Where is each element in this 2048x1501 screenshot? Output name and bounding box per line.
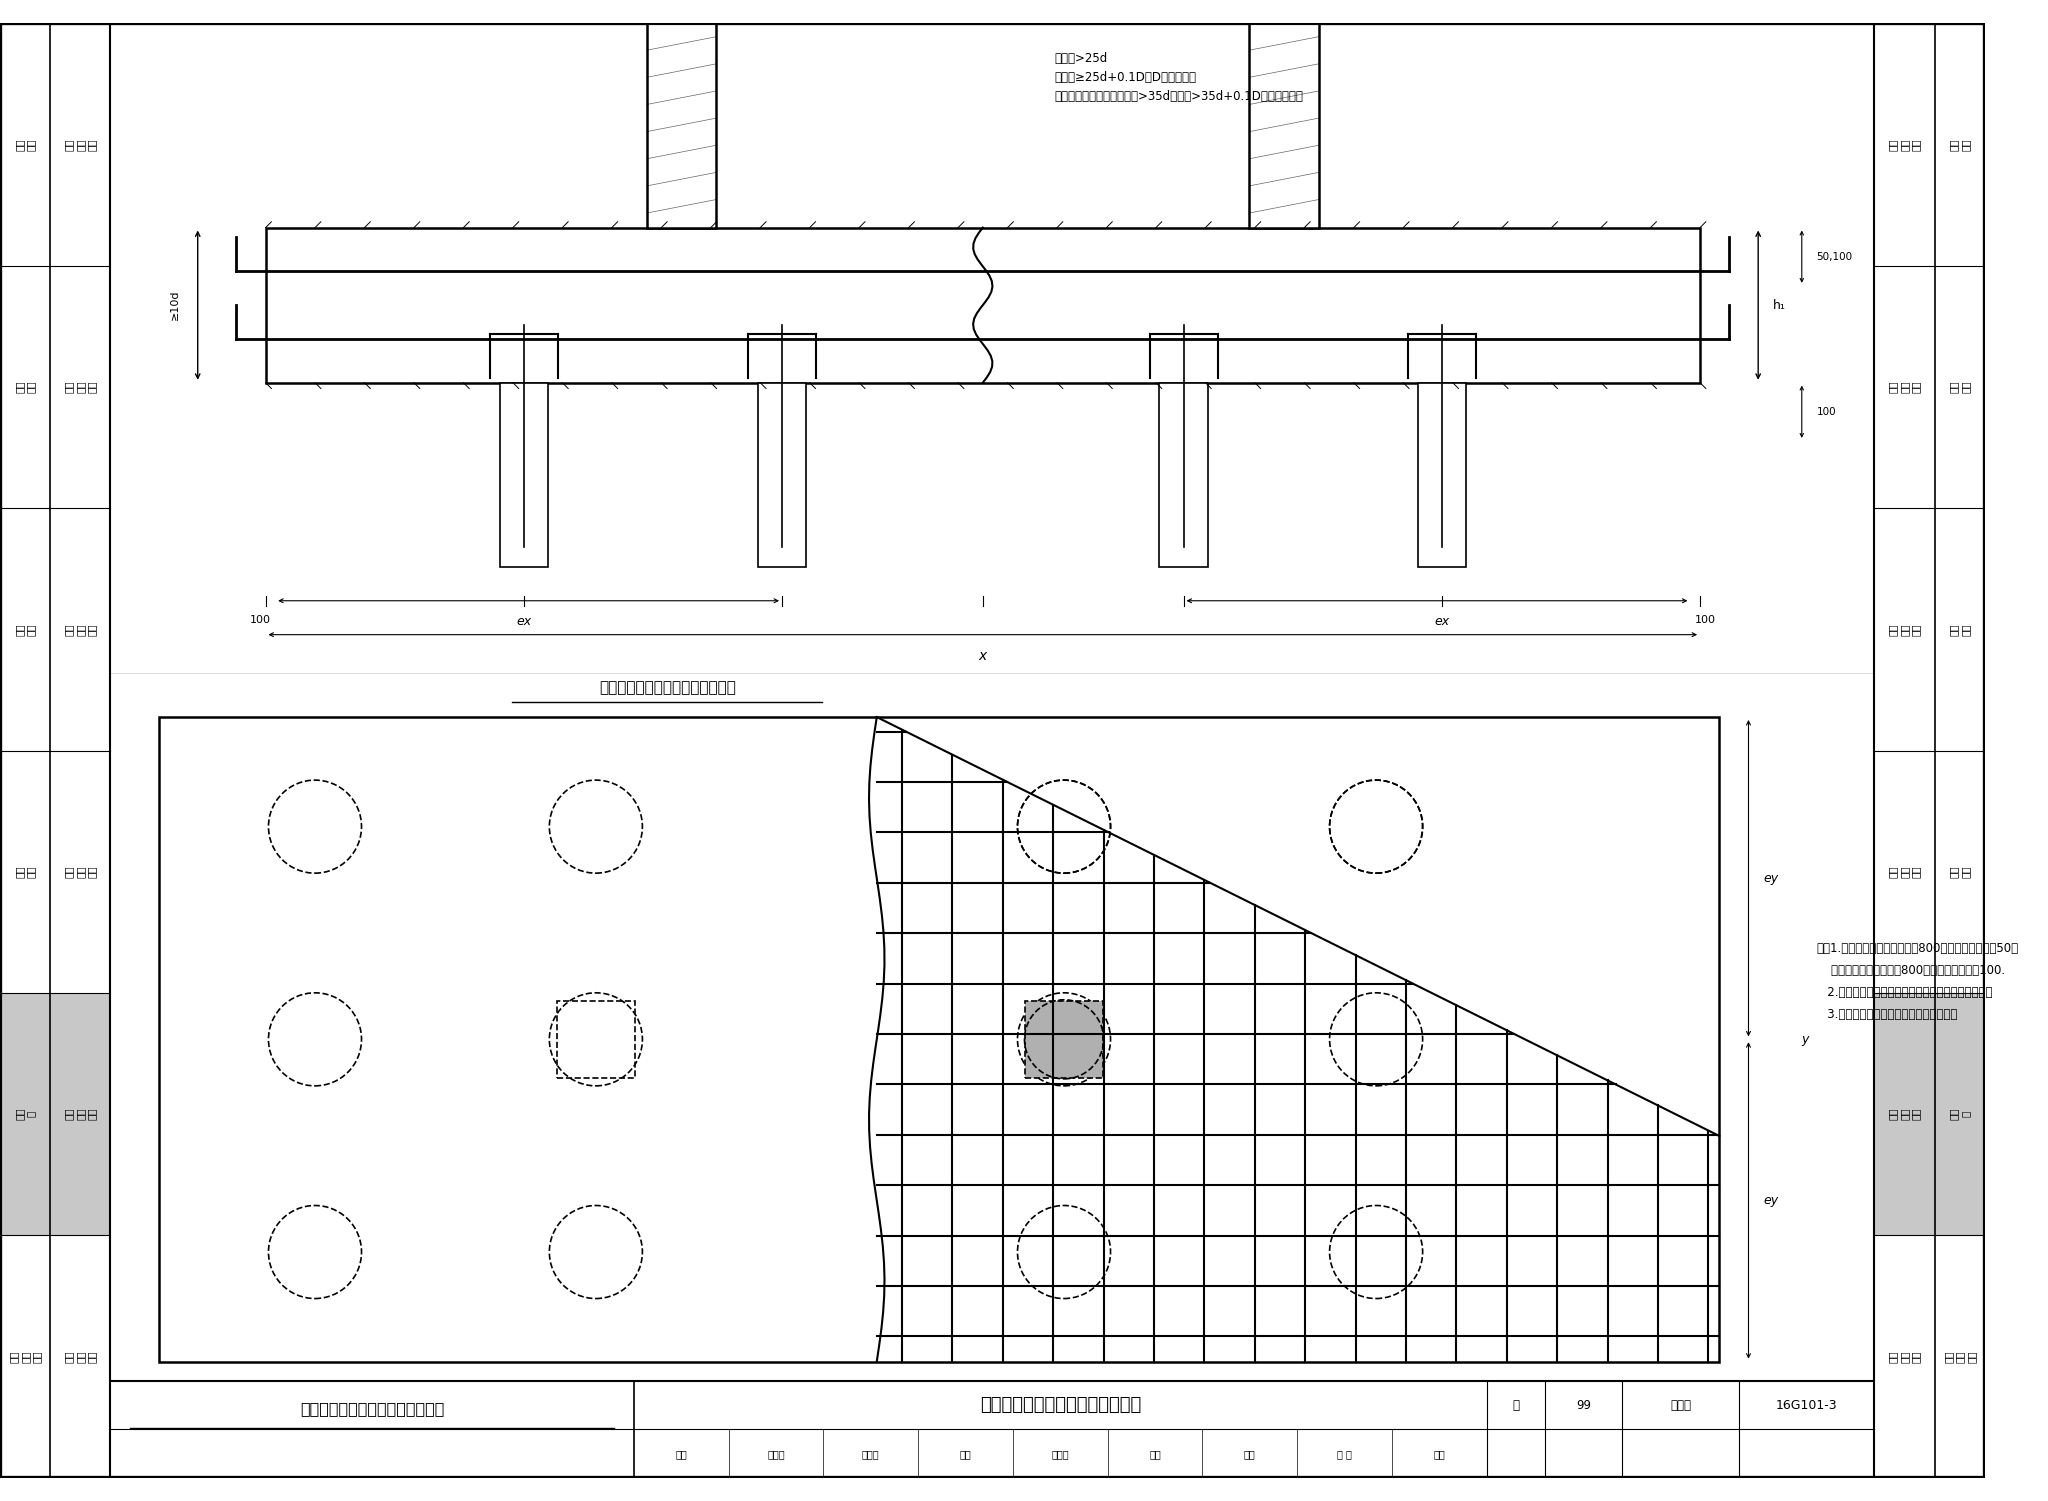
Text: 16G101-3: 16G101-3 — [1776, 1399, 1837, 1412]
Text: y: y — [1802, 1033, 1808, 1046]
Bar — [500, 383, 549, 567]
Text: 条形
基础: 条形 基础 — [1950, 623, 1970, 635]
Text: 注：1.当桩直径或桩截面边长＜800时，桩顶嵌入承台50；
    当桩径或桩截面边长＞800时，桩顶嵌入承台100.
   2.几何尺寸和配筋按具体结构设计和: 注：1.当桩直径或桩截面边长＜800时，桩顶嵌入承台50； 当桩径或桩截面边长＞… — [1817, 941, 2019, 1021]
Bar — [0, 994, 111, 1235]
Text: 标准
构造
详图: 标准 构造 详图 — [1888, 381, 1921, 393]
Text: 黄志刚: 黄志刚 — [768, 1448, 784, 1459]
Text: 桩基
础: 桩基 础 — [1950, 1108, 1970, 1120]
Text: 双柱联合承台底部与顶部配筋构造: 双柱联合承台底部与顶部配筋构造 — [299, 1400, 444, 1415]
Text: 标准
构造
详图: 标准 构造 详图 — [1888, 1351, 1921, 1363]
Bar — [1026, 1001, 1102, 1078]
Text: 标准
构造
详图: 标准 构造 详图 — [63, 381, 96, 393]
Text: 条形
基础: 条形 基础 — [14, 623, 37, 635]
Bar — [1159, 383, 1208, 567]
Bar — [1417, 383, 1466, 567]
Text: ≥10d: ≥10d — [170, 290, 180, 320]
Text: 设计: 设计 — [1243, 1448, 1255, 1459]
Bar — [160, 717, 1720, 1361]
Text: 标准
构造
详图: 标准 构造 详图 — [1888, 1108, 1921, 1120]
Bar — [266, 228, 1700, 383]
Text: ex: ex — [516, 615, 530, 629]
Text: 标准
构造
详图: 标准 构造 详图 — [1888, 623, 1921, 635]
Text: 方桩：>25d
圆桩：≥25d+0.1D，D为圆桩直径
（当伸至墙卸直段长度方桩>35d或圆桩>35d+0.1D时可不弯折）: 方桩：>25d 圆桩：≥25d+0.1D，D为圆桩直径 （当伸至墙卸直段长度方桩… — [1055, 53, 1303, 104]
Text: ex: ex — [1434, 615, 1450, 629]
Text: h₁: h₁ — [1774, 299, 1786, 312]
Bar — [557, 1001, 635, 1078]
Bar — [1249, 0, 1319, 228]
Text: 标准
构造
详图: 标准 构造 详图 — [63, 1108, 96, 1120]
Bar — [647, 0, 717, 228]
Text: 桩基
础: 桩基 础 — [14, 1108, 37, 1120]
Text: 基础
相关
构造: 基础 相关 构造 — [1944, 1351, 1976, 1363]
Text: 100: 100 — [1694, 615, 1716, 626]
Text: 99: 99 — [1577, 1399, 1591, 1412]
Text: 标准
构造
详图: 标准 构造 详图 — [63, 623, 96, 635]
Text: 标准
构造
详图: 标准 构造 详图 — [63, 138, 96, 150]
Text: 50,100: 50,100 — [1817, 252, 1853, 261]
Text: 双柱联合承台底部与顶部配筋构造: 双柱联合承台底部与顶部配筋构造 — [979, 1396, 1141, 1414]
Text: 核定: 核定 — [1434, 1448, 1446, 1459]
Text: 100: 100 — [250, 615, 270, 626]
Bar — [1874, 994, 1985, 1235]
Text: x: x — [979, 650, 987, 663]
Text: 页: 页 — [1511, 1399, 1520, 1412]
Text: 一般
构造: 一般 构造 — [14, 138, 37, 150]
Text: ey: ey — [1763, 1193, 1778, 1207]
Bar — [758, 383, 807, 567]
Text: 筏形
基础: 筏形 基础 — [14, 866, 37, 878]
Text: 双柱联合承台底部与顶部配筋构造: 双柱联合承台底部与顶部配筋构造 — [598, 680, 735, 695]
Text: ey: ey — [1763, 872, 1778, 884]
Text: 标准
构造
详图: 标准 构造 详图 — [63, 866, 96, 878]
Text: 一般
构造: 一般 构造 — [1950, 138, 1970, 150]
Text: 校对: 校对 — [961, 1448, 971, 1459]
Text: 筏形
基础: 筏形 基础 — [1950, 866, 1970, 878]
Text: 曲卫波: 曲卫波 — [1051, 1448, 1069, 1459]
Text: 审定: 审定 — [1149, 1448, 1161, 1459]
Text: 标准
构造
详图: 标准 构造 详图 — [63, 1351, 96, 1363]
Text: 标准
构造
详图: 标准 构造 详图 — [1888, 138, 1921, 150]
Text: 100: 100 — [1817, 407, 1835, 417]
Text: 黄启刚: 黄启刚 — [862, 1448, 879, 1459]
Text: 标准
构造
详图: 标准 构造 详图 — [1888, 866, 1921, 878]
Text: 林 蔚: 林 蔚 — [1337, 1448, 1352, 1459]
Text: 图集号: 图集号 — [1669, 1399, 1692, 1412]
Text: 独立
基础: 独立 基础 — [14, 381, 37, 393]
Text: 基础
相关
构造: 基础 相关 构造 — [8, 1351, 41, 1363]
Text: 审核: 审核 — [676, 1448, 688, 1459]
Text: 独立
基础: 独立 基础 — [1950, 381, 1970, 393]
